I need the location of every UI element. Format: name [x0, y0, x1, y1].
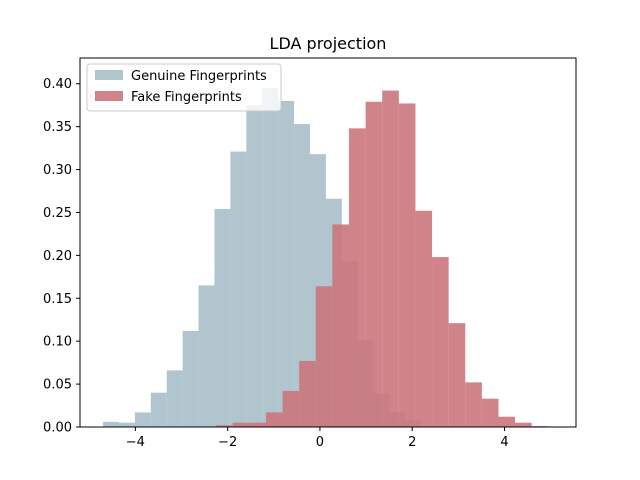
histogram-bar [299, 360, 316, 427]
histogram-bars [103, 88, 549, 428]
y-tick-label: 0.15 [43, 292, 72, 307]
y-tick-label: 0.00 [43, 421, 72, 436]
histogram-bar [332, 224, 349, 427]
histogram-bar [465, 382, 482, 427]
x-tick-label: −4 [126, 435, 145, 450]
x-tick-label: 0 [316, 435, 324, 450]
histogram-bar [382, 90, 399, 427]
histogram-bar [498, 416, 516, 427]
y-tick-label: 0.20 [43, 249, 72, 264]
legend-box [86, 63, 282, 112]
y-axis: 0.00 0.05 0.10 0.15 0.20 0.25 0.30 0.35 0.40 [43, 77, 80, 436]
histogram-bar [315, 286, 333, 427]
histogram-bar [448, 323, 466, 427]
series-1 [216, 90, 549, 428]
histogram-bar [515, 422, 532, 427]
x-tick-label: 2 [408, 435, 416, 450]
x-axis: −4 −2 0 2 4 [126, 427, 509, 450]
histogram-bar [198, 285, 215, 427]
y-tick-label: 0.35 [43, 120, 72, 135]
histogram-bar [249, 422, 266, 427]
histogram-bar [348, 128, 366, 428]
histogram-bar [232, 422, 250, 427]
histogram-bar [365, 101, 383, 428]
legend: Genuine Fingerprints Fake Fingerprints [86, 63, 282, 112]
y-tick-label: 0.30 [43, 163, 72, 178]
histogram-bar [282, 390, 300, 427]
legend-label-fake: Fake Fingerprints [131, 90, 242, 105]
histogram-bar [481, 398, 499, 427]
histogram-bar [294, 124, 311, 427]
legend-swatch-fake [95, 91, 123, 101]
histogram-bar [278, 100, 295, 427]
histogram-bar [262, 88, 279, 427]
x-tick-label: −2 [218, 435, 237, 450]
histogram-bar [118, 422, 135, 427]
histogram-bar [230, 151, 247, 427]
y-tick-label: 0.40 [43, 77, 72, 92]
histogram-bar [432, 257, 449, 427]
histogram-bar [398, 103, 416, 428]
y-tick-label: 0.05 [43, 378, 72, 393]
histogram-bar [150, 392, 167, 427]
plot-frame [79, 57, 577, 428]
histogram-bar [265, 412, 283, 427]
y-tick-label: 0.10 [43, 335, 72, 350]
x-tick-label: 4 [500, 435, 508, 450]
histogram-bar [182, 330, 199, 427]
chart-title: LDA projection [270, 34, 387, 53]
y-tick-label: 0.25 [43, 206, 72, 221]
histogram-bar [166, 370, 183, 427]
legend-swatch-genuine [95, 70, 123, 80]
histogram-bar [246, 105, 263, 427]
histogram-bar [134, 412, 151, 427]
legend-label-genuine: Genuine Fingerprints [131, 69, 267, 84]
histogram-bar [415, 210, 433, 427]
histogram-bar [214, 209, 231, 427]
histogram-bar [103, 421, 119, 427]
histogram-bar [216, 425, 233, 427]
